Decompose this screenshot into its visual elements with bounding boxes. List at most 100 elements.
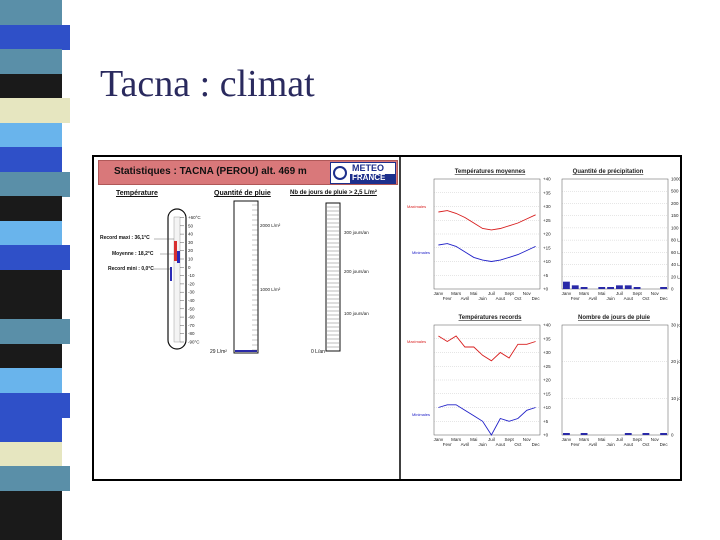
stripe-block (0, 220, 62, 246)
chart-xtick-label: Mars (451, 437, 462, 442)
chart-bar (642, 433, 650, 435)
chart-ytick-label: 500 L/m² (671, 189, 682, 194)
chart-xtick-label: Dec (660, 296, 669, 301)
chart-xtick-label: Juil (616, 437, 623, 442)
chart-xtick-label: Fevr (443, 442, 453, 447)
chart-ytick-label: +15 (543, 245, 551, 250)
rain-days-gauge (325, 202, 341, 352)
chart-ytick-label: 0 (671, 287, 674, 292)
chart-xtick-label: Avril (589, 442, 598, 447)
stripe-block (0, 98, 70, 124)
stripe-block (0, 392, 70, 418)
chart-xtick-label: Avril (461, 442, 470, 447)
rain-heading: Quantité de pluie (214, 190, 271, 197)
chart-xtick-label: Nov (523, 291, 532, 296)
chart-ytick-label: +35 (543, 336, 551, 341)
chart-xtick-label: Nov (651, 437, 660, 442)
thermometer-scale-label: 10 (188, 257, 194, 262)
stripe-block (0, 73, 62, 99)
chart-bar (563, 281, 570, 289)
chart-xtick-label: Juin (478, 296, 487, 301)
stats-title: Statistiques : TACNA (PEROU) alt. 469 m (114, 166, 307, 177)
chart-ytick-label: 1000 L/m² (671, 177, 682, 182)
slide-title: Tacna : climat (100, 63, 315, 105)
stripe-block (0, 417, 62, 443)
thermometer-scale-label: 20 (188, 248, 194, 253)
thermometer-red-fill (174, 241, 177, 261)
series-line-minimales (438, 243, 536, 262)
chart-xtick-label: Avril (461, 296, 470, 301)
chart-ytick-label: +0 (543, 433, 549, 438)
series-line-maximales (438, 335, 536, 362)
chart-ytick-label: 100 L/m² (671, 225, 682, 230)
thermometer-scale-label: -90°C (188, 340, 200, 345)
chart-xtick-label: Juin (606, 442, 615, 447)
stripe-block (0, 0, 62, 26)
chart-ytick-label: +5 (543, 419, 549, 424)
stripe-block (0, 343, 62, 369)
chart-title: Quantité de précipitation (573, 169, 644, 175)
chart-xtick-label: Fevr (443, 296, 453, 301)
chart-bar (571, 285, 579, 289)
chart-bar (624, 285, 632, 289)
thermometer-scale-label: 30 (188, 240, 194, 245)
thermometer-scale-label: -30 (188, 290, 195, 295)
legend-min-bottom: Minimales (412, 412, 431, 417)
chart-xtick-label: Mai (470, 291, 477, 296)
chart-xtick-label: Dec (660, 442, 669, 447)
chart-bar (563, 433, 570, 435)
logo-emblem-icon (333, 166, 347, 180)
series-line-minimales (438, 404, 536, 436)
chart-xtick-label: Mai (598, 291, 605, 296)
chart-ytick-label: 60 L/m² (671, 250, 682, 255)
stripe-block (0, 466, 70, 492)
thermometer-scale-label: -10 (188, 273, 195, 278)
chart-xtick-label: Mai (598, 437, 605, 442)
chart-ytick-label: +30 (543, 204, 551, 209)
chart-plot-area (561, 324, 669, 436)
chart-title: Températures moyennes (455, 169, 526, 175)
chart-ytick-label: +0 (543, 287, 549, 292)
chart-ytick-label: +25 (543, 218, 551, 223)
logo-france-band (350, 174, 395, 183)
chart-bar (660, 287, 667, 289)
days-scale-label: 200 jours/an (344, 269, 369, 274)
chart-xtick-label: Juil (488, 291, 495, 296)
thermometer-scale-label: -50 (188, 306, 195, 311)
chart-xtick-label: Mars (451, 291, 462, 296)
chart-xtick-label: Avril (589, 296, 598, 301)
chart-xtick-label: Sept (504, 291, 514, 296)
chart-ytick-label: 10 jours (671, 396, 682, 401)
thermometer-min-mark (170, 267, 172, 281)
thermometer-blue-fill (177, 251, 180, 263)
stripe-block (0, 196, 62, 222)
chart-xtick-label: Janv (562, 437, 572, 442)
stripe-block (0, 319, 70, 345)
chart-xtick-label: Aout (496, 442, 506, 447)
legend-max-bottom: Maximales (407, 339, 427, 344)
chart-ytick-label: 20 jours (671, 359, 682, 364)
record-max-label: Record maxi : 36,1°C (100, 235, 150, 241)
thermometer-tube (173, 216, 181, 343)
chart-ytick-label: +10 (543, 259, 551, 264)
chart-xtick-label: Janv (434, 437, 444, 442)
thermometer-scale-label: 40 (188, 232, 194, 237)
chart-xtick-label: Nov (523, 437, 532, 442)
chart-bar (580, 433, 588, 435)
chart-xtick-label: Juil (488, 437, 495, 442)
record-min-label: Record mini : 0,0°C (108, 266, 154, 272)
stripe-block (0, 49, 62, 75)
logo-france: FRANCE (352, 173, 386, 182)
rain-days-heading: Nb de jours de pluie > 2,5 L/m² (290, 190, 377, 196)
chart-ytick-label: 20 L/m² (671, 274, 682, 279)
chart-xtick-label: Fevr (571, 296, 581, 301)
chart-xtick-label: Oct (514, 296, 522, 301)
stripe-block (0, 147, 62, 173)
chart-xtick-label: Fevr (571, 442, 581, 447)
thermometer-scale-label: -20 (188, 281, 195, 286)
chart-xtick-label: Sept (504, 437, 514, 442)
legend-min-top: Minimales (412, 250, 431, 255)
chart-ytick-label: +25 (543, 364, 551, 369)
chart-xtick-label: Oct (514, 442, 522, 447)
meteo-france-logo: METEO FRANCE (330, 162, 396, 184)
